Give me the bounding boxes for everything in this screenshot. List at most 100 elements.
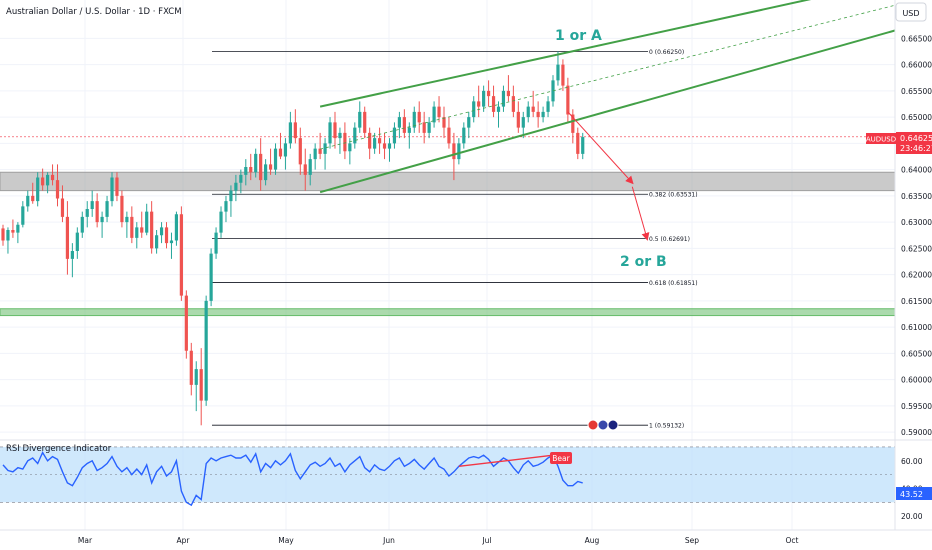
price-tick-label: 0.59000	[901, 428, 932, 437]
price-tick-label: 0.65500	[901, 87, 932, 96]
bear-label-text: Bear	[552, 454, 570, 463]
candle-body	[373, 138, 377, 149]
price-tick-label: 0.62000	[901, 271, 932, 280]
candle-body	[318, 148, 322, 154]
candle-body	[392, 127, 397, 144]
time-tick-label: Apr	[177, 536, 191, 545]
candle-body	[60, 198, 65, 217]
rsi-tick-label: 60.00	[901, 457, 923, 466]
candle-body	[31, 195, 35, 202]
wave-label-bottom: 2 or B	[620, 254, 667, 270]
candle-body	[273, 148, 278, 170]
candle-body	[199, 369, 203, 401]
candle-body	[323, 143, 327, 154]
price-tick-label: 0.61500	[901, 297, 932, 306]
candle-body	[150, 211, 154, 249]
candle-body	[115, 177, 119, 196]
resistance-zone	[0, 171, 896, 192]
candle-body	[506, 90, 511, 97]
chart-title: Australian Dollar / U.S. Dollar · 1D · F…	[6, 7, 182, 17]
candle-body	[377, 138, 382, 144]
price-tick-label: 0.66000	[901, 61, 932, 70]
flag-au-icon[interactable]	[607, 419, 619, 431]
channel	[319, 0, 896, 194]
candle-body	[26, 195, 30, 207]
candle-body	[477, 101, 481, 107]
candle-body	[516, 111, 520, 128]
candle-body	[36, 177, 40, 202]
arrow-down	[567, 111, 634, 185]
channel-mid	[320, 4, 895, 150]
candle-body	[140, 227, 144, 233]
candle-body	[184, 295, 188, 351]
price-tick-label: 0.63000	[901, 218, 932, 227]
candle-body	[338, 132, 342, 139]
candle-body	[155, 235, 159, 249]
candle-body	[313, 148, 317, 160]
candle-body	[229, 190, 233, 202]
candle-body	[462, 127, 466, 144]
rsi-value-tag: 43.52	[896, 487, 932, 500]
currency-label: USD	[902, 9, 919, 18]
projection-arrows	[567, 111, 650, 241]
candle-body	[95, 201, 99, 223]
candle-body	[536, 111, 540, 118]
candle-body	[308, 159, 312, 175]
candle-body	[442, 117, 446, 128]
support-zone	[0, 308, 896, 317]
candle-body	[343, 132, 347, 152]
flag-us-icon[interactable]	[597, 419, 609, 431]
candle-body	[511, 96, 515, 112]
price-tick-label: 0.60000	[901, 376, 932, 385]
candle-body	[50, 174, 55, 181]
candle-body	[382, 143, 387, 149]
candle-body	[85, 209, 89, 217]
candle-body	[259, 153, 263, 181]
fib-label: 0 (0.66250)	[649, 49, 684, 56]
candle-body	[70, 251, 74, 259]
rsi-tick-label: 20.00	[901, 512, 923, 521]
candle-body	[457, 143, 461, 160]
time-tick-label: Jun	[382, 536, 395, 545]
candle-body	[397, 117, 401, 128]
candle-body	[427, 122, 431, 133]
event-icons[interactable]	[587, 419, 619, 431]
candle-body	[412, 111, 416, 128]
fib-label: 0.618 (0.61851)	[649, 280, 698, 287]
candle-body	[234, 182, 238, 191]
candle-body	[358, 111, 362, 128]
time-tick-label: Mar	[78, 536, 93, 545]
rsi-value-label: 43.52	[900, 490, 923, 499]
candle-body	[531, 106, 535, 112]
bear-label: Bear	[550, 452, 572, 464]
candle-body	[422, 122, 426, 133]
candle-body	[125, 216, 129, 223]
candle-body	[159, 227, 164, 236]
candle-body	[447, 127, 451, 144]
candle-body	[521, 117, 525, 128]
candle-body	[16, 224, 20, 233]
candle-body	[6, 230, 10, 241]
arrow-down	[631, 186, 650, 241]
candle-body	[164, 227, 169, 244]
rsi-line	[2, 450, 583, 507]
candle-body	[402, 117, 406, 133]
price-tick-label: 0.62500	[901, 244, 932, 253]
candle-body	[189, 350, 193, 385]
price-tick-label: 0.61000	[901, 323, 932, 332]
candle-body	[526, 106, 530, 118]
candle-body	[130, 216, 134, 238]
candle-body	[581, 137, 585, 154]
flag-us-icon[interactable]	[587, 419, 599, 431]
candle-body	[298, 138, 302, 165]
grid	[0, 0, 895, 530]
candle-body	[105, 201, 109, 217]
currency-button[interactable]: USD	[895, 2, 927, 22]
candle-body	[566, 85, 570, 115]
time-tick-label: Oct	[786, 536, 799, 545]
candle-body	[268, 164, 273, 170]
time-tick-label: Jul	[481, 536, 491, 545]
candle-body	[224, 201, 228, 212]
candle-body	[264, 164, 268, 181]
